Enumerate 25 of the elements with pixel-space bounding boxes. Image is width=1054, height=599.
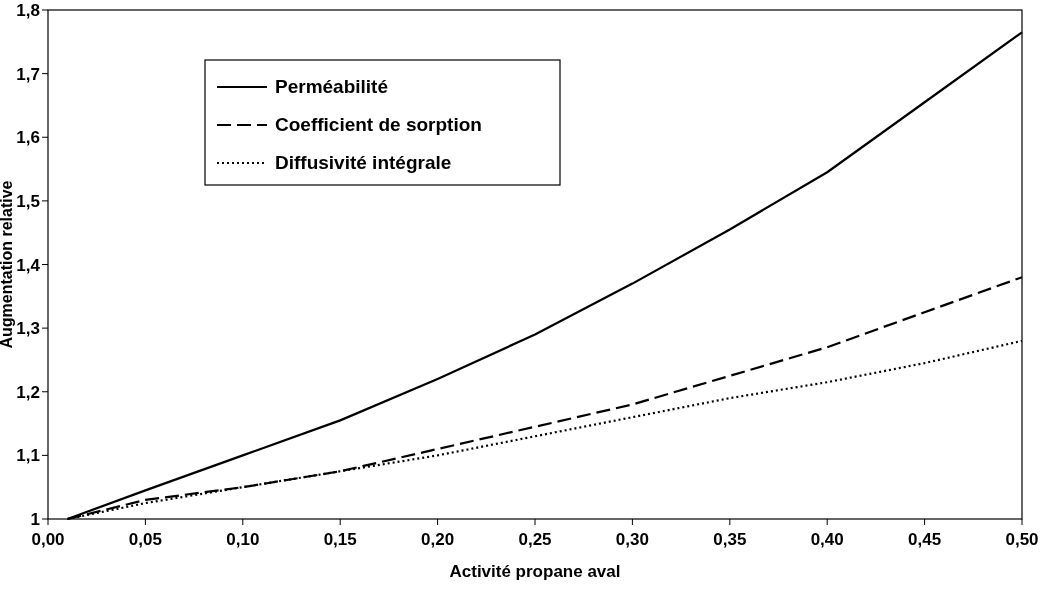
x-tick-label: 0,10	[226, 530, 260, 549]
x-tick-label: 0,20	[421, 530, 455, 549]
x-tick-label: 0,50	[1005, 530, 1039, 549]
y-tick-label: 1,3	[16, 319, 40, 339]
y-tick-label: 1,7	[16, 64, 40, 84]
y-tick-label: 1,2	[16, 382, 40, 402]
y-tick-label: 1,6	[16, 128, 40, 148]
x-tick-label: 0,45	[908, 530, 942, 549]
y-tick-label: 1,8	[16, 1, 40, 20]
x-axis-title: Activité propane aval	[449, 562, 621, 581]
x-tick-label: 0,00	[31, 530, 65, 549]
x-tick-label: 0,15	[323, 530, 357, 549]
legend-label: Diffusivité intégrale	[275, 152, 452, 173]
y-tick-label: 1,1	[16, 446, 40, 466]
x-tick-label: 0,40	[810, 530, 844, 549]
x-tick-label: 0,35	[713, 530, 747, 549]
y-tick-label: 1,4	[16, 255, 41, 275]
legend-label: Coefficient de sorption	[275, 114, 482, 135]
x-tick-label: 0,25	[518, 530, 552, 549]
x-tick-label: 0,05	[128, 530, 162, 549]
y-axis-title: Augmentation relative	[0, 180, 15, 349]
x-tick-label: 0,30	[615, 530, 649, 549]
y-tick-label: 1,5	[16, 191, 40, 211]
legend-label: Perméabilité	[275, 76, 388, 97]
y-tick-label: 1	[30, 510, 40, 529]
